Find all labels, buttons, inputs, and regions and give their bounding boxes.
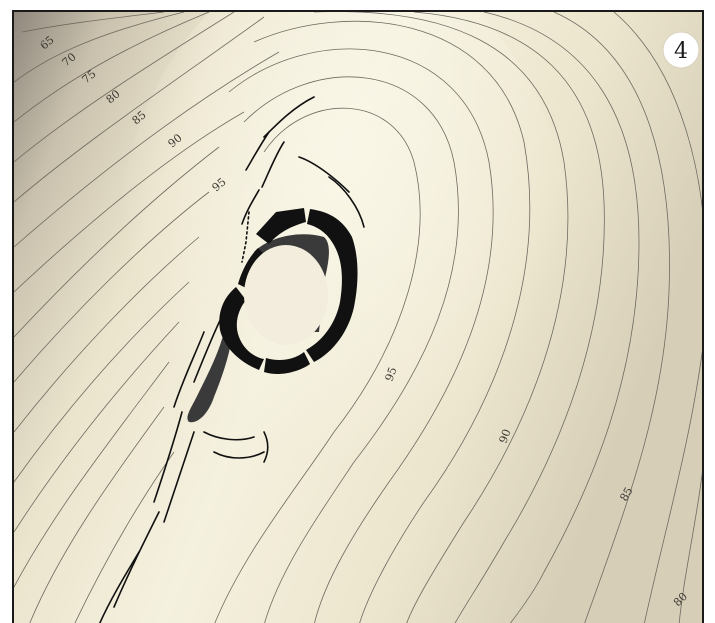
contours-west-slope xyxy=(14,12,280,623)
contours-east-slope xyxy=(214,12,702,623)
plate-number-badge: 4 xyxy=(662,31,700,69)
plate-number: 4 xyxy=(674,39,688,64)
wall-segment-north-west[interactable] xyxy=(256,208,306,244)
wall-segment-south[interactable] xyxy=(264,352,310,375)
wall-segment-north-east[interactable] xyxy=(306,209,358,362)
contour-label-90-east: 90 xyxy=(497,427,514,445)
map-frame: 65 70 75 80 85 90 95 95 90 85 80 4 xyxy=(12,10,704,623)
scarp-lines xyxy=(99,96,365,623)
contour-label-85-east: 85 xyxy=(617,485,635,504)
contour-label-95-east: 95 xyxy=(383,365,400,383)
fort-wall[interactable] xyxy=(219,208,358,375)
topographic-map[interactable]: 65 70 75 80 85 90 95 95 90 85 80 4 xyxy=(14,12,704,623)
wall-segment-south-west[interactable] xyxy=(219,287,264,370)
fort-interior[interactable] xyxy=(244,245,328,345)
